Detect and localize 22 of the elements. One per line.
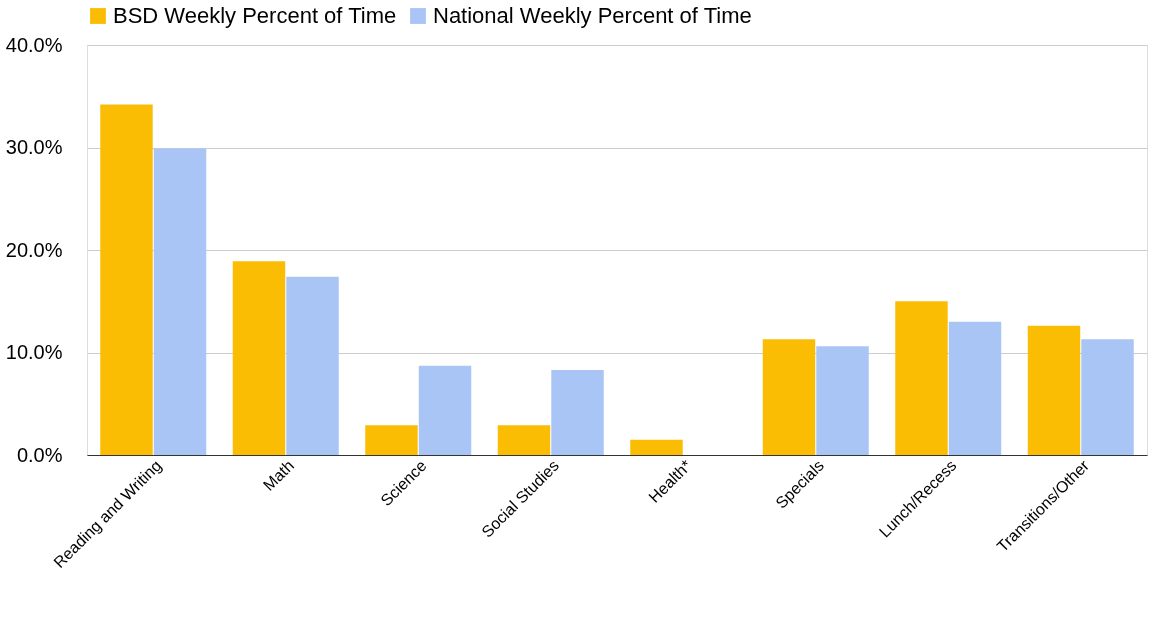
y-tick-label: 20.0%	[5, 238, 63, 261]
bar	[1027, 325, 1081, 455]
bar	[1081, 339, 1134, 455]
bar	[762, 339, 816, 455]
y-tick-label: 0.0%	[16, 443, 63, 466]
bar	[365, 425, 418, 455]
bar	[418, 365, 472, 455]
bar	[948, 321, 1002, 455]
bar	[286, 276, 339, 455]
legend-label: National Weekly Percent of Time	[433, 3, 752, 28]
bar	[232, 261, 286, 455]
legend-label: BSD Weekly Percent of Time	[113, 3, 397, 28]
bar	[816, 346, 869, 455]
bar	[497, 425, 551, 455]
bar	[895, 301, 948, 455]
y-tick-label: 30.0%	[5, 136, 63, 158]
bar	[153, 148, 207, 455]
bar	[551, 369, 604, 455]
y-tick-label: 40.0%	[5, 33, 63, 56]
y-tick-label: 10.0%	[5, 341, 63, 363]
bar	[630, 439, 683, 455]
bar	[100, 104, 153, 455]
